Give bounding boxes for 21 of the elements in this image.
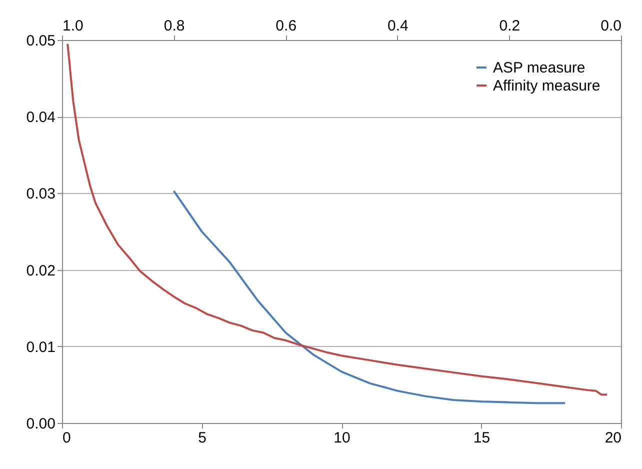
y-tick-label: 0.02 <box>26 262 56 280</box>
line-series <box>172 190 566 404</box>
legend-label: ASP measure <box>493 60 586 76</box>
x2-tick-label: 1.0 <box>62 18 84 34</box>
line-series <box>66 42 608 396</box>
legend-label: Affinity measure <box>493 78 600 94</box>
x-tick-label: 15 <box>473 430 490 446</box>
x2-tick-label: 0.0 <box>600 18 622 34</box>
x-tick-label: 5 <box>198 430 206 446</box>
y-tick-label: 0.01 <box>26 338 56 356</box>
x2-tick-label: 0.2 <box>499 18 520 34</box>
x2-tick-label: 0.8 <box>164 18 185 34</box>
y-tick-label: 0.00 <box>26 416 56 432</box>
x-tick-label: 0 <box>62 430 71 446</box>
y-tick-label: 0.05 <box>26 32 56 50</box>
x-tick-label: 10 <box>334 430 350 446</box>
x2-tick-label: 0.6 <box>276 18 297 34</box>
y-tick-label: 0.03 <box>26 186 56 203</box>
x2-tick-label: 0.4 <box>387 18 408 34</box>
y-tick-label: 0.04 <box>26 109 56 126</box>
x-tick-label: 20 <box>604 430 622 446</box>
